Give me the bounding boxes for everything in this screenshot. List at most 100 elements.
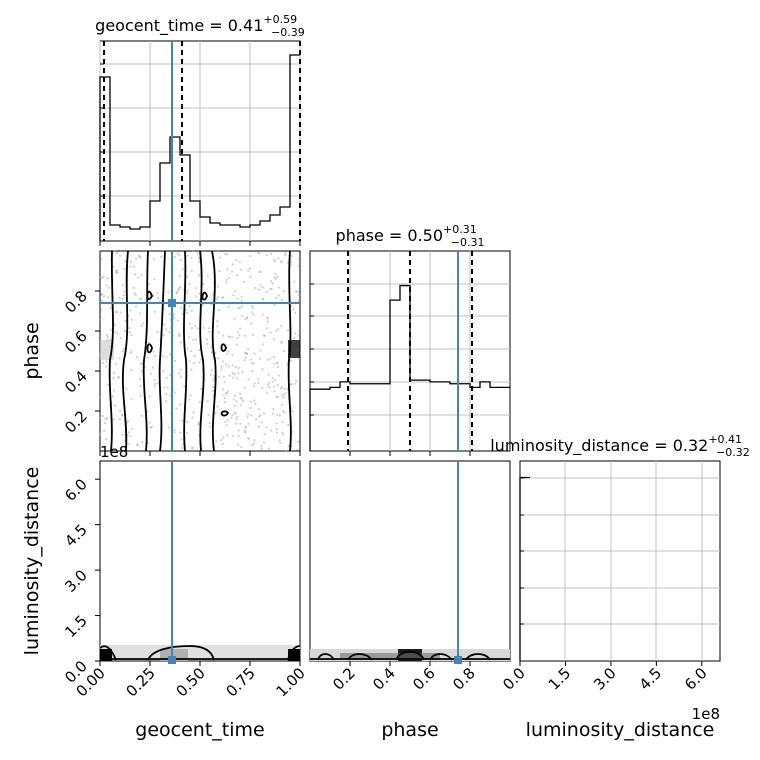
sample-point	[252, 313, 255, 316]
panel-hist-luminosity_distance: luminosity_distance = 0.32+0.41 −0.32 1e8	[490, 433, 750, 723]
sample-point	[188, 360, 191, 363]
sample-point	[188, 336, 191, 339]
sample-point	[115, 269, 118, 272]
sample-point	[246, 316, 249, 319]
sample-point	[287, 445, 290, 448]
sample-point	[237, 429, 240, 432]
sample-point	[261, 286, 264, 289]
sample-point	[183, 385, 186, 388]
sample-point	[163, 323, 166, 326]
sample-point	[218, 375, 221, 379]
sample-point	[282, 433, 285, 436]
sample-point	[133, 265, 136, 268]
sample-point	[226, 434, 229, 437]
sample-point	[207, 327, 211, 330]
sample-point	[217, 331, 220, 334]
sample-point	[173, 391, 176, 394]
sample-point	[99, 417, 102, 420]
sample-point	[224, 253, 227, 256]
sample-point	[192, 250, 195, 253]
sample-point	[261, 297, 264, 300]
sample-point	[295, 379, 298, 382]
sample-point	[209, 425, 212, 428]
sample-point	[265, 327, 268, 330]
sample-point	[246, 437, 249, 440]
sample-point	[172, 313, 175, 316]
sample-point	[147, 283, 150, 286]
sample-point	[280, 260, 283, 263]
tick-label-phase-x: 0.4	[369, 664, 399, 694]
sample-point	[165, 392, 168, 396]
sample-point	[235, 418, 238, 421]
sample-point	[195, 338, 198, 341]
sample-point	[277, 328, 280, 331]
sample-point	[251, 333, 255, 336]
sample-point	[282, 396, 285, 399]
sample-point	[148, 395, 151, 398]
sample-point	[206, 342, 209, 345]
sample-point	[227, 306, 230, 309]
sample-point	[283, 392, 286, 395]
sample-point	[212, 385, 215, 388]
sample-point	[272, 258, 275, 261]
sample-point	[180, 438, 183, 441]
sample-point	[224, 363, 228, 366]
tick-label-phase-y: 0.2	[61, 407, 91, 437]
sample-point	[197, 327, 200, 330]
sample-point	[266, 391, 269, 394]
sample-point	[259, 414, 262, 417]
sample-point	[267, 447, 271, 450]
sample-point	[281, 420, 284, 423]
sample-point	[181, 312, 184, 315]
panel-frame	[519, 460, 721, 662]
sample-point	[230, 416, 233, 419]
sample-point	[236, 336, 239, 339]
sample-point	[257, 425, 260, 428]
sample-point	[104, 365, 108, 368]
sample-point	[297, 300, 300, 303]
xlabel-phase: phase	[381, 719, 438, 741]
sample-point	[274, 273, 277, 276]
sample-point	[257, 288, 260, 291]
tick-label-phase-y: 0.6	[61, 327, 91, 357]
sample-point	[123, 330, 126, 333]
sample-point	[233, 394, 237, 397]
sample-point	[107, 296, 110, 299]
sample-point	[175, 291, 179, 294]
sample-point	[240, 446, 243, 449]
sample-point	[233, 404, 236, 407]
sample-point	[263, 441, 266, 444]
sample-point	[270, 280, 273, 283]
sample-point	[232, 294, 235, 297]
sample-point	[150, 426, 153, 429]
sample-point	[292, 308, 295, 311]
sample-point	[122, 294, 125, 297]
sample-point	[216, 250, 220, 253]
panel-2d-lumi-geocent: 1e8	[99, 443, 301, 664]
sample-point	[243, 386, 246, 389]
tick-label-phase-y: 0.4	[61, 367, 91, 397]
tick-label-lumi-y: 1.5	[61, 612, 91, 642]
sample-point	[223, 397, 226, 400]
sample-point	[115, 251, 119, 254]
sample-point	[198, 400, 201, 403]
sample-point	[237, 434, 240, 437]
sample-point	[181, 447, 184, 450]
sample-point	[105, 360, 108, 363]
sample-point	[121, 284, 124, 287]
sample-point	[169, 374, 172, 377]
sample-point	[104, 418, 107, 421]
sample-point	[237, 307, 240, 310]
sample-point	[290, 305, 293, 308]
sample-point	[266, 317, 269, 320]
ylabel-phase: phase	[21, 322, 43, 379]
sample-point	[254, 287, 257, 290]
sample-point	[103, 422, 106, 425]
sample-point	[258, 408, 261, 411]
sample-point	[130, 334, 133, 337]
sample-point	[220, 365, 223, 368]
sample-point	[185, 292, 188, 295]
sample-point	[206, 275, 209, 278]
sample-point	[133, 286, 136, 289]
sample-point	[181, 268, 184, 271]
